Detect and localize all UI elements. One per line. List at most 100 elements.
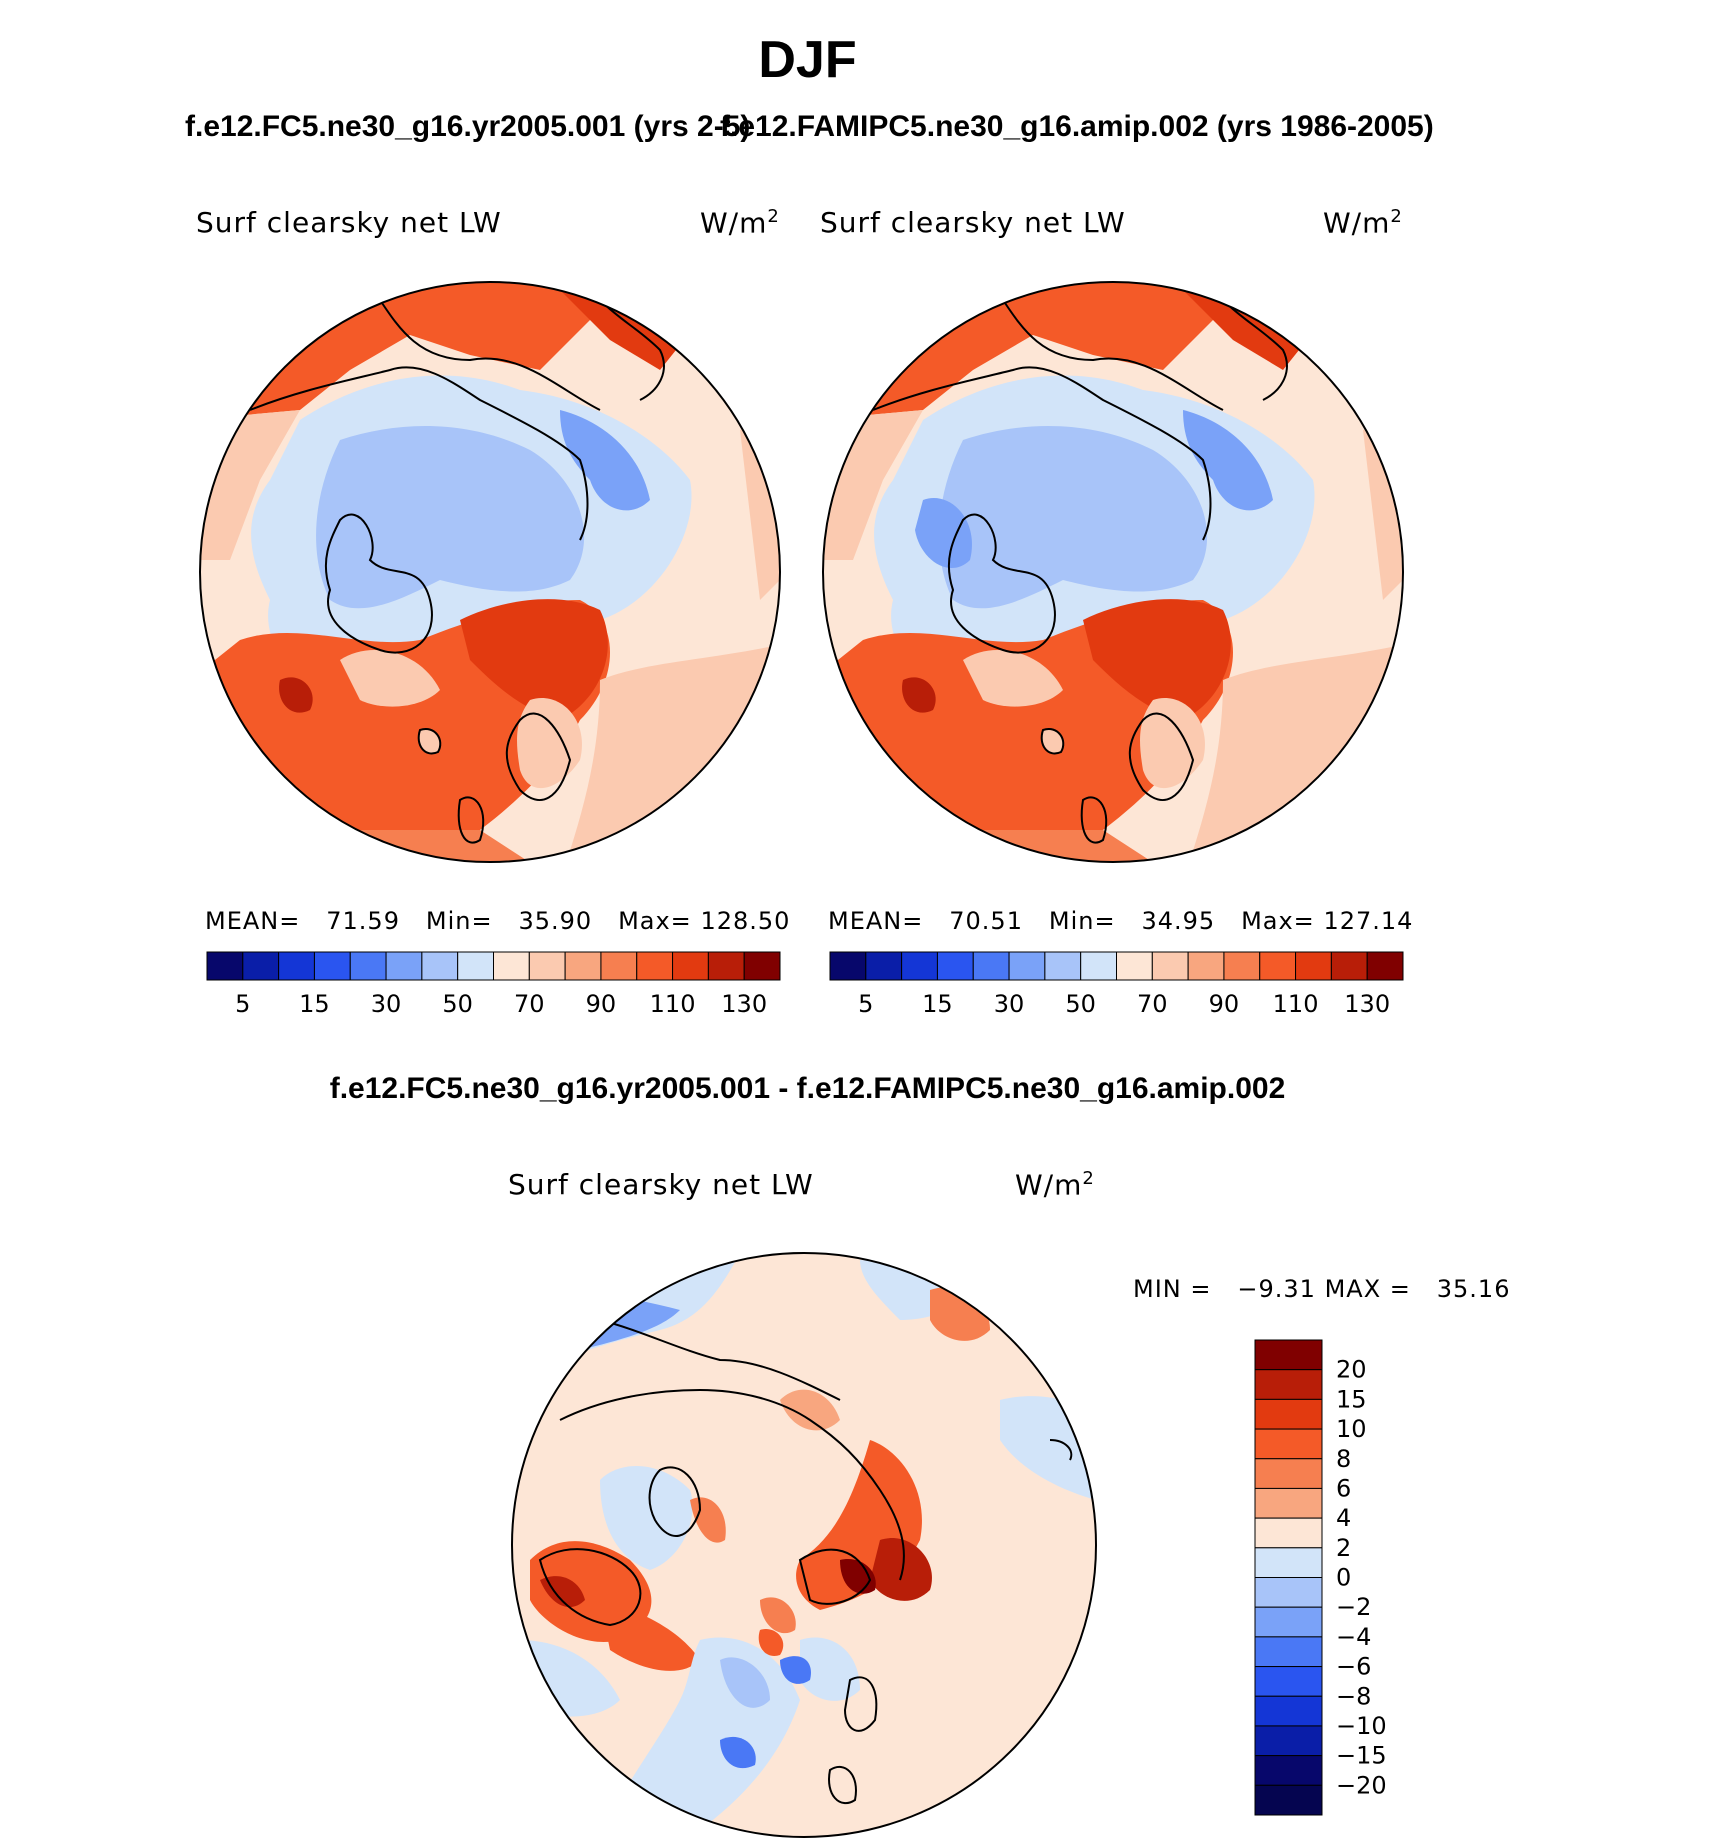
colorbar-swatch	[1254, 1755, 1323, 1786]
colorbar-tick-label: −8	[1336, 1682, 1371, 1710]
colorbar-swatch	[421, 951, 459, 981]
diff-map	[512, 1253, 1096, 1837]
colorbar-tick-label: 110	[650, 990, 696, 1018]
panel2-map	[823, 282, 1403, 862]
colorbar-swatch	[1044, 951, 1082, 981]
colorbar-swatch	[901, 951, 938, 981]
panel1-variable-label: Surf clearsky net LW	[196, 206, 502, 239]
colorbar-tick-label: −10	[1336, 1712, 1387, 1740]
colorbar-tick-label: 15	[299, 990, 330, 1018]
colorbar-swatch	[1254, 1606, 1323, 1638]
colorbar-tick-label: 2	[1336, 1534, 1351, 1562]
colorbar-tick-label: 90	[586, 990, 617, 1018]
colorbar-tick-label: 0	[1336, 1564, 1351, 1592]
colorbar-swatch	[829, 951, 867, 981]
diff-minmax: MIN = −9.31 MAX = 35.16	[1133, 1275, 1511, 1303]
colorbar-tick-label: −20	[1336, 1771, 1387, 1799]
colorbar-swatch	[1366, 951, 1404, 981]
colorbar-swatch	[1116, 951, 1153, 981]
panel1-map-border	[199, 281, 781, 863]
colorbar-tick-label: 30	[371, 990, 402, 1018]
colorbar-swatch	[865, 951, 903, 981]
colorbar-swatch	[1187, 951, 1225, 981]
colorbar-swatch	[1254, 1369, 1323, 1400]
colorbar-tick-label: 5	[235, 990, 250, 1018]
colorbar-swatch	[1254, 1577, 1323, 1608]
panel2-case-title: f.e12.FAMIPC5.ne30_g16.amip.002 (yrs 198…	[720, 110, 1434, 143]
colorbar-tick-label: 15	[1336, 1385, 1367, 1413]
panel2-stats: MEAN= 70.51 Min= 34.95 Max= 127.14	[828, 907, 1414, 935]
colorbar-tick-label: 15	[922, 990, 953, 1018]
colorbar-tick-label: 130	[1344, 990, 1390, 1018]
diff-title: f.e12.FC5.ne30_g16.yr2005.001 - f.e12.FA…	[329, 1072, 1286, 1105]
colorbar-swatch	[1295, 951, 1332, 981]
colorbar-swatch	[1254, 1725, 1323, 1757]
colorbar-tick-label: 110	[1273, 990, 1319, 1018]
colorbar-swatch	[1254, 1458, 1323, 1489]
colorbar-swatch	[1330, 951, 1368, 981]
colorbar-swatch	[278, 951, 315, 981]
colorbar-swatch	[672, 951, 709, 981]
colorbar-swatch	[636, 951, 674, 981]
colorbar-swatch	[1151, 951, 1189, 981]
colorbar-tick-label: 20	[1336, 1356, 1367, 1384]
colorbar-swatch	[1254, 1428, 1323, 1460]
colorbar-tick-label: 4	[1336, 1504, 1351, 1532]
colorbar-swatch	[1254, 1487, 1323, 1519]
colorbar-swatch	[1254, 1398, 1323, 1430]
colorbar-tick-label: −6	[1336, 1653, 1371, 1681]
panel1-units: W/m2	[700, 206, 780, 240]
panel2-variable-label: Surf clearsky net LW	[820, 206, 1126, 239]
colorbar-tick-label: 6	[1336, 1474, 1351, 1502]
colorbar-tick-label: 70	[1137, 990, 1168, 1018]
colorbar-swatch	[1254, 1666, 1323, 1697]
colorbar-swatch	[1254, 1339, 1323, 1371]
colorbar-swatch	[564, 951, 602, 981]
panel2-units: W/m2	[1323, 206, 1403, 240]
panel1-colorbar: 5 15 30 50 70 90 110 130	[206, 951, 781, 1018]
colorbar-swatch	[1254, 1636, 1323, 1668]
colorbar-tick-label: 70	[514, 990, 545, 1018]
page-title: DJF	[758, 31, 857, 89]
colorbar-swatch	[1259, 951, 1297, 981]
colorbar-tick-label: 5	[858, 990, 873, 1018]
colorbar-swatch	[349, 951, 387, 981]
colorbar-swatch	[1008, 951, 1046, 981]
colorbar-tick-label: 10	[1336, 1415, 1367, 1443]
colorbar-swatch	[457, 951, 494, 981]
colorbar-tick-label: 50	[1065, 990, 1096, 1018]
colorbar-swatch	[972, 951, 1010, 981]
colorbar-swatch	[242, 951, 280, 981]
colorbar-swatch	[1254, 1784, 1323, 1816]
colorbar-swatch	[385, 951, 423, 981]
colorbar-tick-label: 130	[721, 990, 767, 1018]
colorbar-swatch	[600, 951, 638, 981]
diff-map-border	[511, 1252, 1097, 1838]
colorbar-tick-label: 30	[994, 990, 1025, 1018]
panel1-map	[200, 282, 780, 862]
colorbar-swatch	[707, 951, 745, 981]
colorbar-tick-label: 90	[1209, 990, 1240, 1018]
colorbar-swatch	[493, 951, 530, 981]
colorbar-swatch	[1254, 1695, 1323, 1727]
colorbar-swatch	[1254, 1547, 1323, 1578]
panel2-colorbar: 5 15 30 50 70 90 110 130	[829, 951, 1404, 1018]
colorbar-swatch	[528, 951, 566, 981]
panel2-map-border	[822, 281, 1404, 863]
colorbar-tick-label: 8	[1336, 1445, 1351, 1473]
colorbar-swatch	[1080, 951, 1117, 981]
colorbar-swatch	[313, 951, 351, 981]
colorbar-swatch	[936, 951, 974, 981]
colorbar-swatch	[743, 951, 781, 981]
panel1-case-title: f.e12.FC5.ne30_g16.yr2005.001 (yrs 2-5)	[185, 110, 751, 143]
colorbar-swatch	[206, 951, 244, 981]
colorbar-tick-label: 50	[442, 990, 473, 1018]
colorbar-tick-label: −15	[1336, 1742, 1387, 1770]
colorbar-swatch	[1223, 951, 1261, 981]
panel1-stats: MEAN= 71.59 Min= 35.90 Max= 128.50	[205, 907, 791, 935]
colorbar-swatch	[1254, 1517, 1323, 1549]
colorbar-tick-label: −2	[1336, 1593, 1371, 1621]
colorbar-tick-label: −4	[1336, 1623, 1371, 1651]
